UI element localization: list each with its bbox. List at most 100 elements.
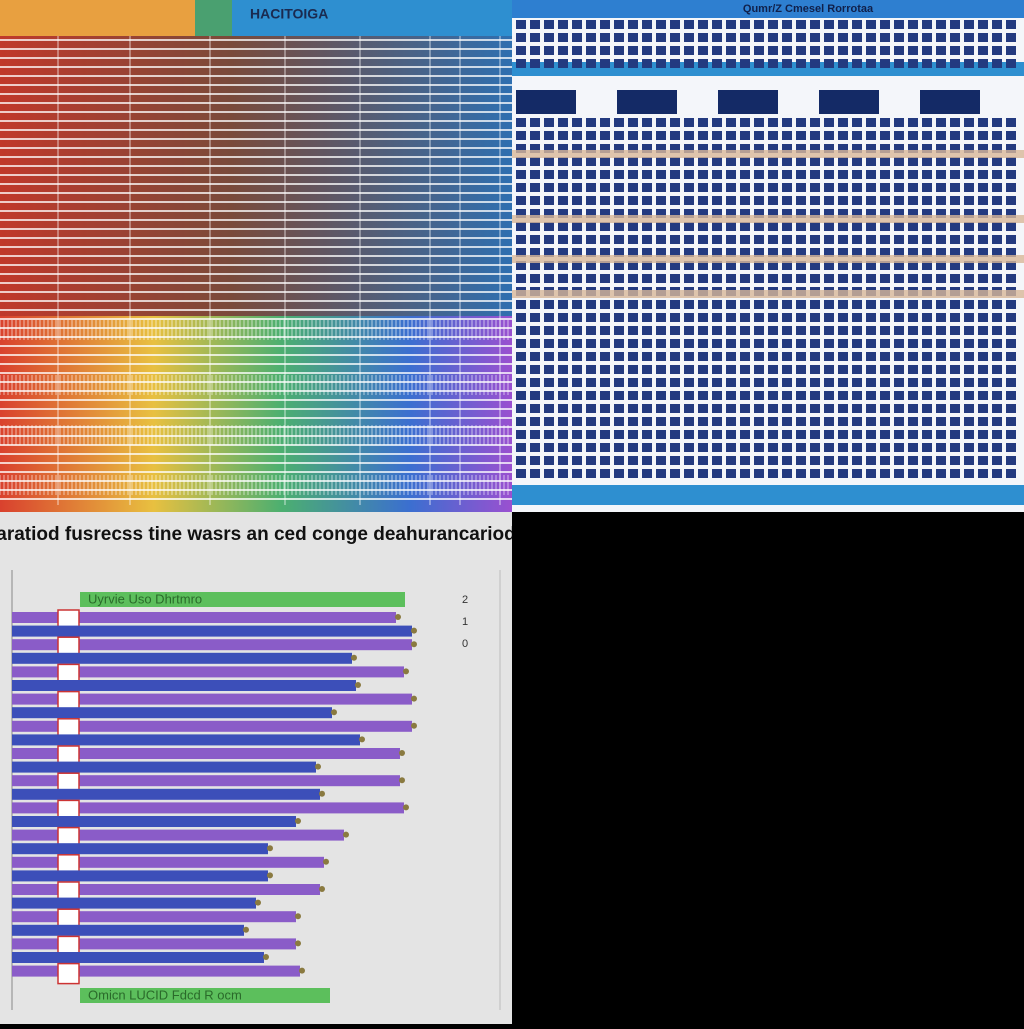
cell <box>852 235 862 244</box>
cell <box>642 46 652 55</box>
cell <box>796 326 806 335</box>
cell <box>880 59 890 68</box>
cell <box>922 144 932 153</box>
cell <box>642 59 652 68</box>
cell <box>642 196 652 205</box>
cell <box>740 469 750 478</box>
cell <box>880 365 890 374</box>
cell <box>894 404 904 413</box>
cell <box>936 261 946 270</box>
cell <box>544 352 554 361</box>
cell <box>684 339 694 348</box>
cell <box>698 46 708 55</box>
cell <box>824 261 834 270</box>
header-bar <box>195 0 232 36</box>
cell <box>530 20 540 29</box>
side-label: 2 <box>462 594 468 606</box>
cell <box>726 274 736 283</box>
bar <box>12 720 412 732</box>
cell <box>712 313 722 322</box>
cell <box>796 365 806 374</box>
cell <box>740 365 750 374</box>
cell <box>950 144 960 153</box>
cell <box>950 391 960 400</box>
cell <box>656 59 666 68</box>
cell <box>600 430 610 439</box>
cell <box>866 326 876 335</box>
cell <box>530 469 540 478</box>
cell <box>838 59 848 68</box>
cell <box>824 391 834 400</box>
cell <box>628 248 638 257</box>
cell <box>908 235 918 244</box>
cell <box>572 404 582 413</box>
cell <box>880 209 890 218</box>
cell <box>712 144 722 153</box>
cell <box>810 46 820 55</box>
cell <box>866 365 876 374</box>
cell <box>544 144 554 153</box>
cell <box>782 157 792 166</box>
cell <box>642 222 652 231</box>
cell <box>922 430 932 439</box>
cell <box>642 131 652 140</box>
cell <box>656 352 666 361</box>
cell <box>992 183 1002 192</box>
cell <box>852 209 862 218</box>
cell <box>600 248 610 257</box>
band <box>512 215 1024 223</box>
cell <box>698 118 708 127</box>
cell <box>642 430 652 439</box>
cell <box>740 118 750 127</box>
cell <box>600 46 610 55</box>
cell <box>824 59 834 68</box>
cell <box>558 456 568 465</box>
cell <box>810 313 820 322</box>
bar-marker <box>331 709 337 716</box>
cell <box>754 183 764 192</box>
bar-marker <box>403 668 409 675</box>
cell <box>838 378 848 387</box>
cell <box>670 248 680 257</box>
cell <box>894 352 904 361</box>
cell <box>572 365 582 374</box>
cell <box>670 417 680 426</box>
cell <box>978 222 988 231</box>
cell <box>754 20 764 29</box>
cell <box>572 391 582 400</box>
cell <box>572 235 582 244</box>
cell <box>698 469 708 478</box>
cell <box>600 274 610 283</box>
bar <box>12 802 404 814</box>
cell <box>866 170 876 179</box>
cell <box>614 261 624 270</box>
cell <box>852 261 862 270</box>
cell <box>656 209 666 218</box>
cell <box>726 131 736 140</box>
cell <box>712 430 722 439</box>
cell <box>698 417 708 426</box>
cell <box>600 209 610 218</box>
cell <box>684 235 694 244</box>
cell <box>894 391 904 400</box>
cell <box>726 456 736 465</box>
cell <box>866 469 876 478</box>
cell <box>796 209 806 218</box>
cell <box>838 170 848 179</box>
cell <box>1006 456 1016 465</box>
footer-label: Omicn LUCID Fdcd R ocm <box>88 987 242 1002</box>
cell <box>810 300 820 309</box>
cell <box>572 131 582 140</box>
cell <box>530 339 540 348</box>
cell <box>824 378 834 387</box>
cell <box>586 20 596 29</box>
cell <box>964 222 974 231</box>
cell <box>880 144 890 153</box>
cell <box>558 378 568 387</box>
cell <box>978 183 988 192</box>
cell <box>754 469 764 478</box>
cell <box>824 430 834 439</box>
cell <box>586 417 596 426</box>
cell <box>572 144 582 153</box>
cell <box>516 222 526 231</box>
